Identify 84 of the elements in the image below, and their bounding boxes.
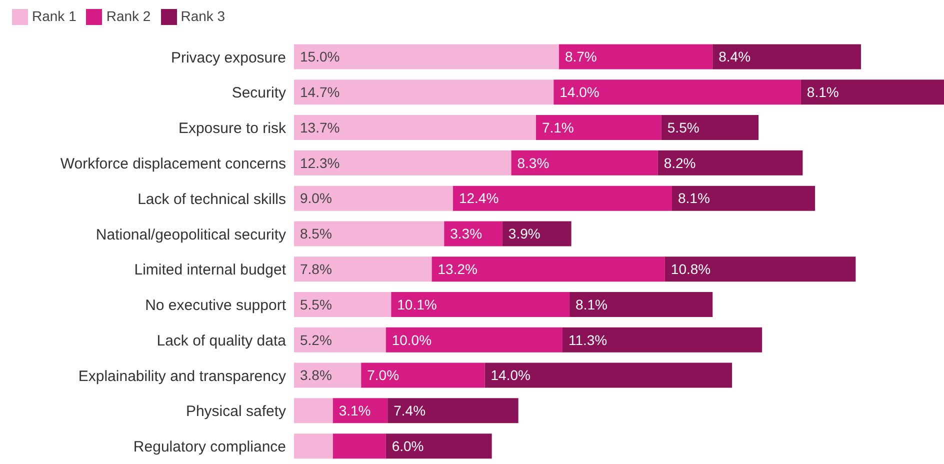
y-tick-label: Lack of technical skills <box>138 190 286 208</box>
y-tick-label: Explainability and transparency <box>78 368 286 385</box>
data-label: 14.0% <box>490 367 530 384</box>
bar <box>294 398 333 424</box>
bar <box>294 434 333 459</box>
data-label: 9.0% <box>300 190 332 206</box>
legend-label: Rank 1 <box>32 8 76 24</box>
y-tick-label: No executive support <box>145 297 287 314</box>
data-label: 10.1% <box>397 296 437 312</box>
bar <box>294 256 432 282</box>
bar <box>800 80 944 105</box>
data-label: 10.8% <box>670 261 711 278</box>
bar <box>511 150 658 176</box>
y-tick-label: Exposure to risk <box>178 120 286 138</box>
data-label: 7.0% <box>367 367 400 384</box>
y-tick-label: Regulatory compliance <box>133 438 286 456</box>
data-label: 10.0% <box>392 332 432 348</box>
bar <box>558 44 713 70</box>
y-tick-label: Physical safety <box>186 403 286 420</box>
bar <box>502 221 572 246</box>
bar <box>562 327 762 352</box>
bar <box>294 150 512 176</box>
data-label: 14.7% <box>300 84 340 100</box>
data-label: 8.4% <box>718 48 751 65</box>
data-label: 8.3% <box>517 154 550 171</box>
bar <box>484 362 732 388</box>
bar <box>332 434 386 459</box>
data-label: 3.8% <box>300 367 332 384</box>
data-label: 5.5% <box>300 296 332 312</box>
bar <box>444 221 502 246</box>
data-label: 12.3% <box>300 154 340 171</box>
bar <box>332 398 388 424</box>
bar <box>294 362 362 388</box>
data-label: 3.1% <box>338 402 371 419</box>
legend-label: Rank 3 <box>180 8 226 24</box>
data-label: 14.0% <box>560 84 600 100</box>
bar <box>712 44 861 70</box>
bar <box>391 292 570 317</box>
bar <box>554 80 801 105</box>
bar <box>361 362 485 388</box>
bar <box>432 256 665 282</box>
y-tick-label: National/geopolitical security <box>96 226 286 244</box>
data-label: 12.4% <box>458 190 499 206</box>
data-label: 6.0% <box>392 438 424 454</box>
data-label: 8.7% <box>564 48 597 65</box>
data-label: 5.2% <box>300 332 332 348</box>
bar <box>386 434 492 459</box>
data-label: 7.8% <box>300 261 332 278</box>
bar <box>294 44 559 70</box>
data-label: 11.3% <box>568 332 608 348</box>
data-label: 13.7% <box>300 119 340 136</box>
data-label: 7.4% <box>394 402 426 419</box>
data-label: 5.5% <box>667 119 700 136</box>
bar <box>658 150 803 176</box>
bar <box>294 292 392 317</box>
data-label: 3.9% <box>508 226 540 242</box>
bar <box>294 221 444 246</box>
bar <box>664 256 856 282</box>
bar <box>294 115 536 140</box>
data-label: 8.1% <box>806 84 839 100</box>
data-label: 8.5% <box>300 226 332 242</box>
bar <box>386 327 562 352</box>
y-tick-label: Lack of quality data <box>156 332 287 350</box>
y-tick-label: Security <box>232 84 286 102</box>
data-label: 3.3% <box>450 226 482 242</box>
y-tick-label: Workforce displacement concerns <box>60 155 286 172</box>
data-label: 8.1% <box>678 190 710 206</box>
data-label: 8.2% <box>664 154 696 171</box>
bar <box>452 186 672 211</box>
y-tick-label: Privacy exposure <box>170 49 286 66</box>
data-label: 15.0% <box>300 48 340 65</box>
legend-label: Rank 2 <box>106 8 151 24</box>
data-label: 8.1% <box>576 296 608 312</box>
data-label: 13.2% <box>438 261 478 278</box>
bar <box>672 186 816 211</box>
bar <box>536 115 662 140</box>
bar <box>388 398 518 424</box>
bar <box>294 186 453 211</box>
y-tick-label: Limited internal budget <box>134 262 287 279</box>
data-label: 7.1% <box>542 119 574 136</box>
bar <box>661 115 759 140</box>
bar <box>294 327 386 352</box>
bar <box>294 80 554 105</box>
bar <box>570 292 713 317</box>
